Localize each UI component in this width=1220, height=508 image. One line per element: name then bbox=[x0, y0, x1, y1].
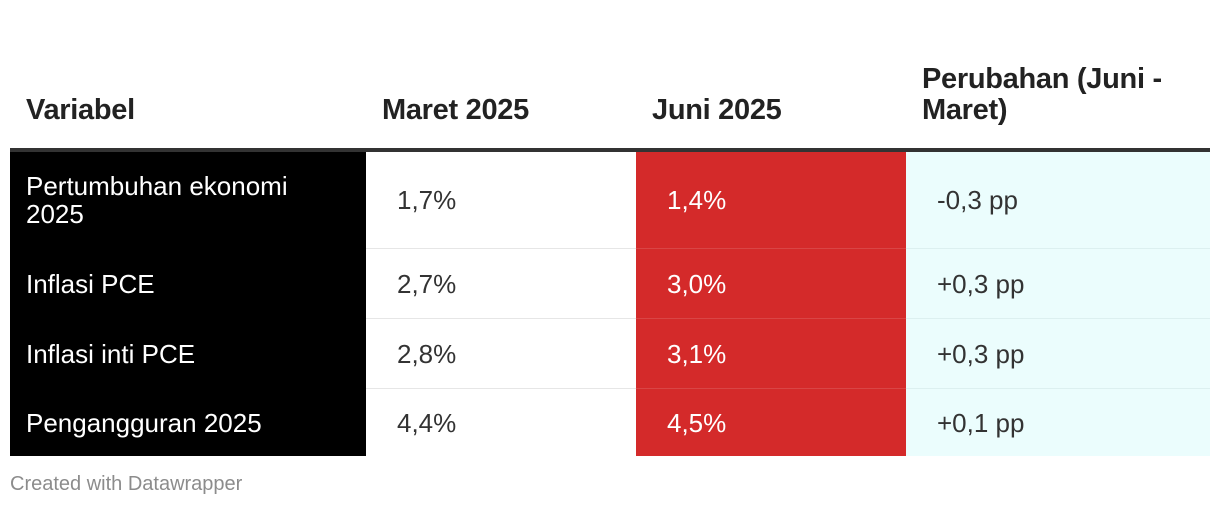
cell-juni: 3,1% bbox=[636, 318, 906, 389]
header-row: Variabel Maret 2025 Juni 2025 Perubahan … bbox=[10, 0, 1210, 152]
table-row: Inflasi PCE 2,7% 3,0% +0,3 pp bbox=[10, 248, 1210, 319]
table-header: Variabel Maret 2025 Juni 2025 Perubahan … bbox=[10, 0, 1210, 152]
table-row: Pengangguran 2025 4,4% 4,5% +0,1 pp bbox=[10, 388, 1210, 456]
header-juni-2025[interactable]: Juni 2025 bbox=[636, 0, 906, 152]
header-maret-2025[interactable]: Maret 2025 bbox=[366, 0, 636, 152]
cell-maret: 2,7% bbox=[366, 248, 636, 319]
cell-variabel: Inflasi PCE bbox=[10, 248, 366, 319]
data-table-container: Variabel Maret 2025 Juni 2025 Perubahan … bbox=[10, 0, 1210, 456]
datawrapper-credit[interactable]: Created with Datawrapper bbox=[10, 473, 243, 495]
table-row: Pertumbuhan ekonomi 2025 1,7% 1,4% -0,3 … bbox=[10, 150, 1210, 249]
table-body: Pertumbuhan ekonomi 2025 1,7% 1,4% -0,3 … bbox=[10, 150, 1210, 456]
cell-juni: 1,4% bbox=[636, 150, 906, 249]
cell-perubahan: +0,3 pp bbox=[906, 248, 1210, 319]
header-variabel[interactable]: Variabel bbox=[10, 0, 366, 152]
cell-juni: 3,0% bbox=[636, 248, 906, 319]
cell-variabel: Pertumbuhan ekonomi 2025 bbox=[10, 150, 366, 249]
cell-maret: 4,4% bbox=[366, 388, 636, 456]
cell-perubahan: +0,1 pp bbox=[906, 388, 1210, 456]
cell-variabel: Inflasi inti PCE bbox=[10, 318, 366, 389]
cell-perubahan: -0,3 pp bbox=[906, 150, 1210, 249]
header-perubahan[interactable]: Perubahan (Juni - Maret) bbox=[906, 0, 1210, 152]
cell-perubahan: +0,3 pp bbox=[906, 318, 1210, 389]
data-table: Variabel Maret 2025 Juni 2025 Perubahan … bbox=[10, 0, 1210, 456]
cell-maret: 1,7% bbox=[366, 150, 636, 249]
cell-variabel: Pengangguran 2025 bbox=[10, 388, 366, 456]
cell-juni: 4,5% bbox=[636, 388, 906, 456]
cell-maret: 2,8% bbox=[366, 318, 636, 389]
table-row: Inflasi inti PCE 2,8% 3,1% +0,3 pp bbox=[10, 318, 1210, 389]
